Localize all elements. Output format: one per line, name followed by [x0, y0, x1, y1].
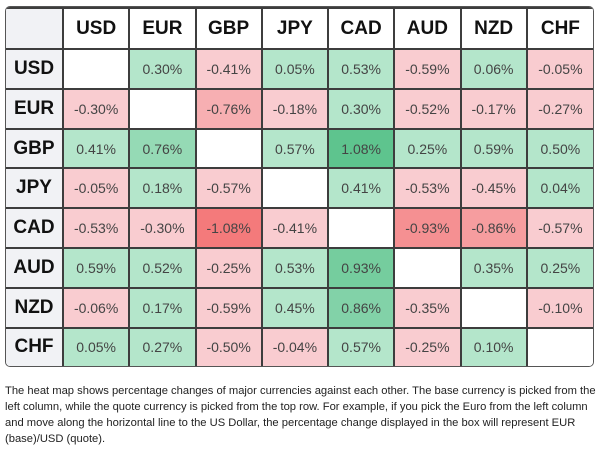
column-header-nzd: NZD: [459, 7, 528, 50]
heatmap-cell-eur-aud: -0.52%: [393, 87, 462, 130]
row-header-jpy: JPY: [6, 167, 64, 210]
heatmap-cell-nzd-aud: -0.35%: [393, 286, 462, 329]
row-header-aud: AUD: [6, 247, 64, 289]
column-header-jpy: JPY: [260, 7, 330, 50]
heatmap-table: USD EUR GBP JPY CAD AUD NZD CHF USD 0.30% -0.41% 0.…: [6, 7, 593, 366]
heatmap-cell-aud-jpy: 0.53%: [260, 247, 330, 289]
heatmap-cell-gbp-eur: 0.76%: [128, 127, 197, 170]
heatmap-cell-nzd-nzd: [459, 286, 528, 329]
heatmap-cell-chf-nzd: 0.10%: [459, 326, 528, 366]
heatmap-cell-chf-chf: [525, 326, 593, 366]
heatmap-cell-usd-eur: 0.30%: [128, 48, 197, 90]
heatmap-cell-usd-chf: -0.05%: [525, 48, 593, 90]
heatmap-cell-cad-nzd: -0.86%: [459, 207, 528, 250]
column-header-gbp: GBP: [194, 7, 263, 50]
column-header-aud: AUD: [393, 7, 462, 50]
heatmap-cell-nzd-usd: -0.06%: [61, 286, 131, 329]
heatmap-cell-jpy-gbp: -0.57%: [194, 167, 263, 210]
row-jpy: JPY -0.05% 0.18% -0.57% 0.41% -0.53% -0.45% 0.0…: [6, 167, 593, 210]
row-chf: CHF 0.05% 0.27% -0.50% -0.04% 0.57% -0.25% 0.10…: [6, 326, 593, 366]
heatmap-cell-nzd-cad: 0.86%: [326, 286, 396, 329]
heatmap-cell-usd-cad: 0.53%: [326, 48, 396, 90]
row-usd: USD 0.30% -0.41% 0.05% 0.53% -0.59% 0.06% -0.05…: [6, 48, 593, 90]
heatmap-cell-jpy-cad: 0.41%: [326, 167, 396, 210]
heatmap-cell-usd-aud: -0.59%: [393, 48, 462, 90]
heatmap-cell-cad-jpy: -0.41%: [260, 207, 330, 250]
heatmap-cell-eur-gbp: -0.76%: [194, 87, 263, 130]
currency-heatmap: USD EUR GBP JPY CAD AUD NZD CHF USD 0.30% -0.41% 0.…: [5, 6, 594, 367]
heatmap-cell-chf-cad: 0.57%: [326, 326, 396, 366]
heatmap-cell-eur-cad: 0.30%: [326, 87, 396, 130]
row-header-chf: CHF: [6, 326, 64, 366]
column-header-cad: CAD: [326, 7, 396, 50]
heatmap-cell-cad-usd: -0.53%: [61, 207, 131, 250]
row-header-eur: EUR: [6, 87, 64, 130]
heatmap-cell-aud-chf: 0.25%: [525, 247, 593, 289]
heatmap-cell-cad-gbp: -1.08%: [194, 207, 263, 250]
heatmap-cell-jpy-eur: 0.18%: [128, 167, 197, 210]
heatmap-cell-aud-usd: 0.59%: [61, 247, 131, 289]
heatmap-cell-jpy-nzd: -0.45%: [459, 167, 528, 210]
heatmap-cell-gbp-nzd: 0.59%: [459, 127, 528, 170]
heatmap-cell-usd-jpy: 0.05%: [260, 48, 330, 90]
row-aud: AUD 0.59% 0.52% -0.25% 0.53% 0.93% 0.35% 0.25%: [6, 247, 593, 289]
heatmap-cell-aud-aud: [393, 247, 462, 289]
heatmap-cell-gbp-jpy: 0.57%: [260, 127, 330, 170]
heatmap-cell-gbp-cad: 1.08%: [326, 127, 396, 170]
heatmap-cell-gbp-gbp: [194, 127, 263, 170]
heatmap-cell-chf-usd: 0.05%: [61, 326, 131, 366]
row-header-nzd: NZD: [6, 286, 64, 329]
heatmap-cell-cad-chf: -0.57%: [525, 207, 593, 250]
heatmap-cell-cad-cad: [326, 207, 396, 250]
heatmap-cell-cad-eur: -0.30%: [128, 207, 197, 250]
heatmap-cell-usd-usd: [61, 48, 131, 90]
heatmap-cell-gbp-chf: 0.50%: [525, 127, 593, 170]
corner-cell: [6, 7, 64, 50]
heatmap-cell-jpy-chf: 0.04%: [525, 167, 593, 210]
heatmap-cell-nzd-gbp: -0.59%: [194, 286, 263, 329]
header-row: USD EUR GBP JPY CAD AUD NZD CHF: [6, 7, 593, 50]
heatmap-cell-usd-nzd: 0.06%: [459, 48, 528, 90]
heatmap-cell-eur-eur: [128, 87, 197, 130]
heatmap-description: The heat map shows percentage changes of…: [5, 385, 596, 445]
heatmap-cell-jpy-aud: -0.53%: [393, 167, 462, 210]
heatmap-cell-aud-cad: 0.93%: [326, 247, 396, 289]
row-header-gbp: GBP: [6, 127, 64, 170]
heatmap-cell-jpy-jpy: [260, 167, 330, 210]
row-nzd: NZD -0.06% 0.17% -0.59% 0.45% 0.86% -0.35% -0.1…: [6, 286, 593, 329]
heatmap-cell-cad-aud: -0.93%: [393, 207, 462, 250]
heatmap-cell-aud-eur: 0.52%: [128, 247, 197, 289]
row-cad: CAD -0.53% -0.30% -1.08% -0.41% -0.93% -0.86% -…: [6, 207, 593, 250]
heatmap-cell-usd-gbp: -0.41%: [194, 48, 263, 90]
column-header-usd: USD: [61, 7, 131, 50]
row-header-cad: CAD: [6, 207, 64, 250]
heatmap-cell-chf-gbp: -0.50%: [194, 326, 263, 366]
heatmap-cell-gbp-aud: 0.25%: [393, 127, 462, 170]
heatmap-cell-eur-usd: -0.30%: [61, 87, 131, 130]
heatmap-cell-nzd-eur: 0.17%: [128, 286, 197, 329]
heatmap-cell-jpy-usd: -0.05%: [61, 167, 131, 210]
heatmap-cell-chf-eur: 0.27%: [128, 326, 197, 366]
row-header-usd: USD: [6, 48, 64, 90]
heatmap-cell-gbp-usd: 0.41%: [61, 127, 131, 170]
heatmap-cell-eur-nzd: -0.17%: [459, 87, 528, 130]
heatmap-cell-eur-chf: -0.27%: [525, 87, 593, 130]
heatmap-cell-chf-jpy: -0.04%: [260, 326, 330, 366]
row-gbp: GBP 0.41% 0.76% 0.57% 1.08% 0.25% 0.59% 0.50%: [6, 127, 593, 170]
heatmap-cell-aud-gbp: -0.25%: [194, 247, 263, 289]
heatmap-cell-eur-jpy: -0.18%: [260, 87, 330, 130]
heatmap-cell-aud-nzd: 0.35%: [459, 247, 528, 289]
row-eur: EUR -0.30% -0.76% -0.18% 0.30% -0.52% -0.17% -0…: [6, 87, 593, 130]
heatmap-cell-nzd-jpy: 0.45%: [260, 286, 330, 329]
column-header-eur: EUR: [128, 7, 197, 50]
heatmap-cell-chf-aud: -0.25%: [393, 326, 462, 366]
column-header-chf: CHF: [525, 7, 593, 50]
heatmap-cell-nzd-chf: -0.10%: [525, 286, 593, 329]
